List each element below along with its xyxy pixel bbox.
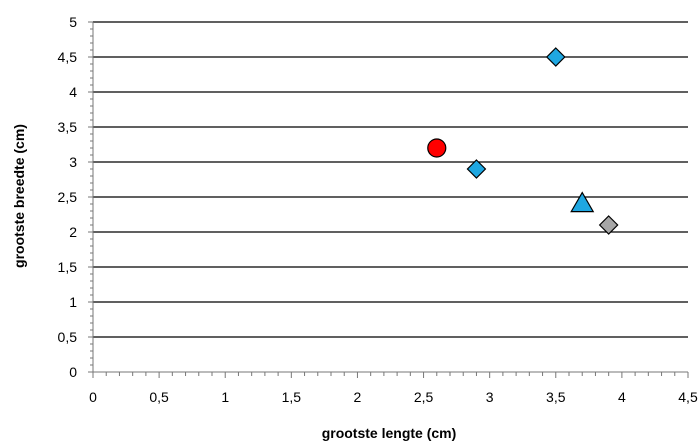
x-tick-label: 2,5 xyxy=(414,389,434,405)
y-tick-label: 2,5 xyxy=(58,189,78,205)
y-tick-label: 1,5 xyxy=(58,259,78,275)
y-tick-label: 3 xyxy=(69,154,77,170)
axes xyxy=(88,21,689,378)
x-tick-labels: 0 0,5 1 1,5 2 2,5 3 3,5 4 4,5 xyxy=(89,389,698,405)
y-tick-label: 3,5 xyxy=(58,119,78,135)
x-tick-label: 3,5 xyxy=(546,389,566,405)
gridlines xyxy=(93,21,688,338)
y-tick-label: 4,5 xyxy=(58,49,78,65)
x-tick-label: 4 xyxy=(618,389,626,405)
y-axis-title: grootste breedte (cm) xyxy=(11,124,27,268)
data-point-diamond xyxy=(466,159,487,179)
data-points xyxy=(427,47,619,235)
y-tick-label: 1 xyxy=(69,294,77,310)
data-point-circle xyxy=(427,138,447,158)
x-tick-label: 1,5 xyxy=(282,389,302,405)
data-point-diamond xyxy=(545,47,566,67)
y-tick-label: 0,5 xyxy=(58,329,78,345)
y-tick-labels: 0 0,5 1 1,5 2 2,5 3 3,5 4 4,5 5 xyxy=(58,14,78,380)
y-tick-label: 2 xyxy=(69,224,77,240)
x-axis-title: grootste lengte (cm) xyxy=(322,425,457,441)
data-point-diamond xyxy=(598,215,619,235)
x-tick-label: 0,5 xyxy=(149,389,169,405)
x-tick-label: 3 xyxy=(486,389,494,405)
y-tick-label: 0 xyxy=(69,364,77,380)
y-tick-label: 5 xyxy=(69,14,77,30)
data-point-triangle xyxy=(570,191,595,213)
x-tick-label: 4,5 xyxy=(678,389,698,405)
x-tick-label: 0 xyxy=(89,389,97,405)
x-tick-label: 1 xyxy=(221,389,229,405)
x-tick-label: 2 xyxy=(354,389,362,405)
y-tick-label: 4 xyxy=(69,84,77,100)
